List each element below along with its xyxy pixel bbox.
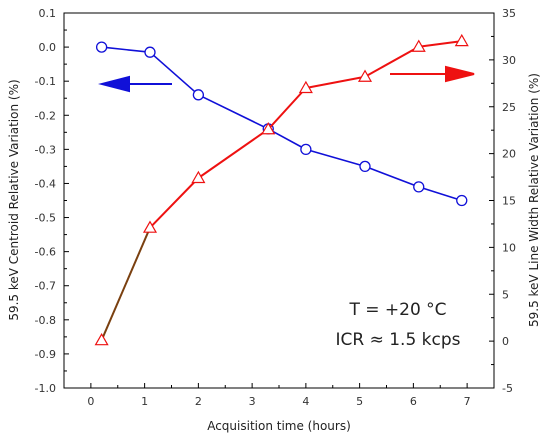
left-tick-label: -0.9	[35, 348, 56, 361]
left-tick-label: 0.0	[39, 41, 57, 54]
centroid-line-segment	[305, 148, 366, 168]
x-tick-label: 3	[249, 395, 256, 408]
x-tick-label: 1	[141, 395, 148, 408]
linewidth-series	[94, 33, 469, 346]
x-tick-label: 5	[356, 395, 363, 408]
centroid-point	[300, 143, 312, 156]
right-tick-label: 0	[502, 335, 509, 348]
linewidth-point	[411, 39, 426, 52]
centroid-point	[144, 46, 156, 58]
right-tick-label: 10	[502, 241, 516, 254]
linewidth-line-segment	[364, 45, 420, 78]
x-tick-label: 0	[87, 395, 94, 408]
linewidth-point	[298, 80, 313, 94]
right-tick-label: 35	[502, 7, 516, 20]
linewidth-line-segment	[418, 40, 462, 48]
x-tick-label: 4	[302, 395, 309, 408]
linewidth-point	[142, 220, 158, 233]
right-tick-label: -5	[502, 382, 513, 395]
linewidth-line-segment	[100, 227, 151, 341]
left-tick-label: -0.6	[35, 246, 56, 259]
left-tick-label: -1.0	[35, 382, 56, 395]
centroid-point	[359, 160, 371, 173]
right-axis-ticks: 35 30 25 20 15 10 5 0 -5	[489, 7, 516, 395]
linewidth-point	[191, 170, 206, 184]
centroid-line-segment	[418, 186, 462, 202]
linewidth-line-segment	[305, 75, 366, 89]
left-tick-label: -0.8	[35, 314, 56, 327]
centroid-series	[95, 41, 468, 207]
right-tick-label: 25	[502, 101, 516, 114]
right-axis-arrow-icon	[390, 65, 475, 83]
left-axis-arrow-icon	[98, 75, 172, 93]
x-tick-label: 6	[410, 395, 417, 408]
linewidth-point	[261, 122, 276, 135]
centroid-point	[192, 89, 205, 101]
centroid-line-segment	[198, 94, 269, 130]
centroid-point	[413, 181, 425, 193]
linewidth-line-segment	[197, 128, 269, 179]
y-axis-right-label: 59.5 keV Line Width Relative Variation (…	[527, 73, 541, 327]
linewidth-line-segment	[267, 87, 307, 130]
y-axis-left-label: 59.5 keV Centroid Relative Variation (%)	[7, 79, 21, 320]
centroid-line-segment	[364, 165, 420, 188]
bottom-axis-ticks: 0 1 2 3 4 5 6 7	[87, 383, 471, 408]
left-tick-label: -0.2	[35, 109, 56, 122]
right-tick-label: 5	[502, 288, 509, 301]
linewidth-point	[357, 69, 373, 82]
centroid-point	[95, 41, 108, 53]
left-tick-label: -0.1	[35, 75, 56, 88]
left-tick-label: 0.1	[39, 7, 57, 20]
x-axis-label: Acquisition time (hours)	[207, 419, 351, 433]
left-axis-ticks: 0.1 0.0 -0.1 -0.2 -0.3 -0.4 -0.5 -0.6 -0.7 -0.8 -0…	[35, 7, 69, 395]
left-tick-label: -0.3	[35, 143, 56, 156]
centroid-line-segment	[149, 51, 199, 96]
left-tick-label: -0.4	[35, 177, 56, 190]
right-tick-label: 15	[502, 195, 516, 208]
linewidth-line-segment	[149, 177, 200, 229]
right-tick-label: 20	[502, 148, 516, 161]
linewidth-point	[94, 332, 109, 346]
x-tick-label: 2	[195, 395, 202, 408]
linewidth-point	[454, 33, 469, 47]
centroid-point	[456, 194, 468, 207]
centroid-line-segment	[267, 128, 307, 151]
icr-annotation: ICR ≈ 1.5 kcps	[335, 330, 460, 350]
right-tick-label: 30	[502, 54, 516, 67]
left-tick-label: -0.5	[35, 212, 56, 225]
x-tick-label: 7	[464, 395, 471, 408]
centroid-line-segment	[101, 46, 151, 54]
left-tick-label: -0.7	[35, 280, 56, 293]
temperature-annotation: T = +20 °C	[348, 300, 446, 320]
axis-indicator-arrows	[98, 65, 475, 93]
